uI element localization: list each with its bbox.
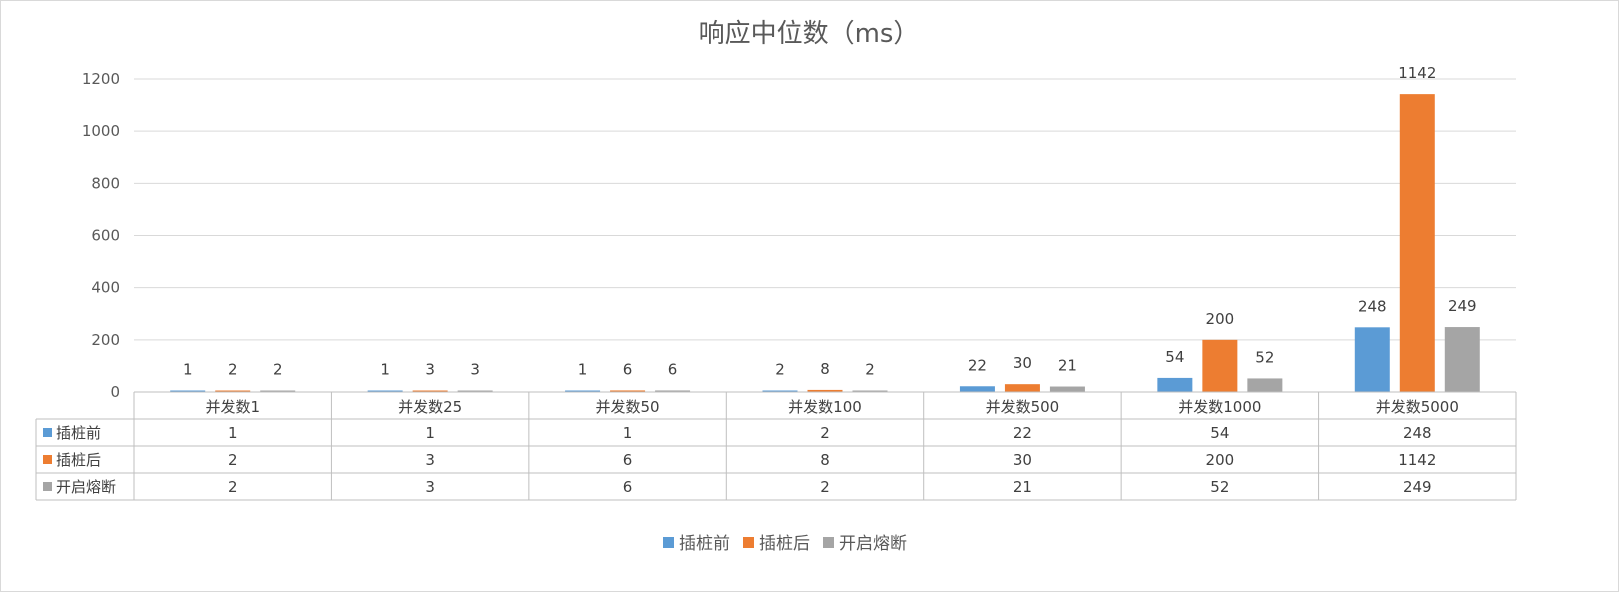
chart-title: 响应中位数（ms） — [699, 19, 920, 49]
data-label: 200 — [1206, 310, 1235, 328]
bar — [1354, 327, 1390, 392]
table-cell: 2 — [228, 478, 238, 496]
legend-swatch — [743, 537, 754, 548]
data-label: 6 — [668, 360, 678, 378]
table-legend-key — [43, 455, 52, 464]
table-cell: 3 — [425, 478, 435, 496]
bar — [170, 390, 206, 392]
table-legend-key — [43, 428, 52, 437]
legend-label: 开启熔断 — [839, 534, 907, 554]
bar — [959, 386, 995, 392]
y-tick-label: 800 — [91, 174, 120, 192]
data-label: 2 — [273, 361, 283, 379]
table-header-cell: 并发数100 — [788, 398, 862, 416]
table-cell: 54 — [1210, 424, 1229, 442]
y-tick-label: 0 — [110, 383, 120, 401]
table-header-cell: 并发数5000 — [1376, 398, 1459, 416]
data-label: 2 — [228, 361, 238, 379]
data-label: 22 — [968, 356, 987, 374]
bar — [1444, 327, 1480, 392]
y-tick-label: 400 — [91, 279, 120, 297]
table-header-cell: 并发数1 — [205, 398, 260, 416]
y-tick-label: 1000 — [82, 122, 120, 140]
data-label: 1 — [183, 361, 193, 379]
table-cell: 2 — [820, 478, 830, 496]
table-cell: 6 — [623, 451, 633, 469]
data-label: 8 — [820, 360, 830, 378]
data-table: 并发数1 并发数25 并发数50 并发数100 并发数500 并发数1000 并发数5000… — [35, 391, 1517, 501]
bar — [1049, 386, 1085, 392]
table-cell: 52 — [1210, 478, 1229, 496]
bar — [807, 389, 843, 392]
table-cell: 8 — [820, 451, 830, 469]
y-tick-label: 600 — [91, 227, 120, 245]
data-label: 1 — [578, 361, 588, 379]
table-cell: 21 — [1013, 478, 1032, 496]
legend-swatch — [663, 537, 674, 548]
gridlines — [134, 78, 1516, 341]
bar — [762, 390, 798, 392]
table-cell: 22 — [1013, 424, 1032, 442]
table-cell: 1 — [425, 424, 435, 442]
bar — [457, 390, 493, 392]
y-axis: 0 200 400 600 800 1000 1200 — [82, 70, 120, 401]
table-cell: 1142 — [1398, 451, 1436, 469]
y-tick-label: 1200 — [82, 70, 120, 88]
data-label: 3 — [470, 361, 480, 379]
data-label: 6 — [623, 360, 633, 378]
table-row-label: 插桩后 — [56, 451, 101, 469]
data-label: 3 — [425, 361, 435, 379]
data-label: 248 — [1358, 297, 1387, 315]
table-cell: 30 — [1013, 451, 1032, 469]
data-label: 2 — [865, 361, 875, 379]
bars — [170, 94, 1480, 393]
bar — [1202, 339, 1238, 392]
table-cell: 2 — [820, 424, 830, 442]
bar — [367, 390, 403, 392]
data-label: 1 — [380, 361, 390, 379]
legend-label: 插桩后 — [759, 534, 810, 554]
table-header-cell: 并发数50 — [596, 398, 660, 416]
legend-label: 插桩前 — [679, 534, 730, 554]
legend: 插桩前 插桩后 开启熔断 — [663, 534, 907, 554]
bar — [852, 390, 888, 392]
bar — [260, 390, 296, 392]
table-cell: 3 — [425, 451, 435, 469]
data-label: 30 — [1013, 354, 1032, 372]
bar — [215, 390, 251, 392]
table-row-label: 插桩前 — [56, 424, 101, 442]
table-header-cell: 并发数500 — [986, 398, 1060, 416]
bar — [1157, 377, 1193, 392]
table-cell: 2 — [228, 451, 238, 469]
bar — [1004, 384, 1040, 392]
legend-swatch — [823, 537, 834, 548]
bar — [655, 390, 691, 392]
data-label: 2 — [775, 361, 785, 379]
data-label: 249 — [1448, 297, 1477, 315]
table-cell: 249 — [1403, 478, 1432, 496]
y-tick-label: 200 — [91, 331, 120, 349]
table-header-cell: 并发数1000 — [1178, 398, 1261, 416]
table-cell: 6 — [623, 478, 633, 496]
table-row-label: 开启熔断 — [56, 478, 116, 496]
table-cell: 248 — [1403, 424, 1432, 442]
bar — [610, 390, 646, 392]
data-label: 54 — [1165, 348, 1184, 366]
data-label: 1142 — [1398, 64, 1436, 82]
table-cell: 1 — [228, 424, 238, 442]
data-label: 52 — [1255, 348, 1274, 366]
table-legend-key — [43, 482, 52, 491]
table-cell: 1 — [623, 424, 633, 442]
table-cell: 200 — [1206, 451, 1235, 469]
bar — [412, 390, 448, 392]
table-header-cell: 并发数25 — [398, 398, 462, 416]
bar — [1247, 378, 1283, 392]
bar — [565, 390, 601, 392]
data-label: 21 — [1058, 357, 1077, 375]
bar — [1399, 94, 1435, 393]
